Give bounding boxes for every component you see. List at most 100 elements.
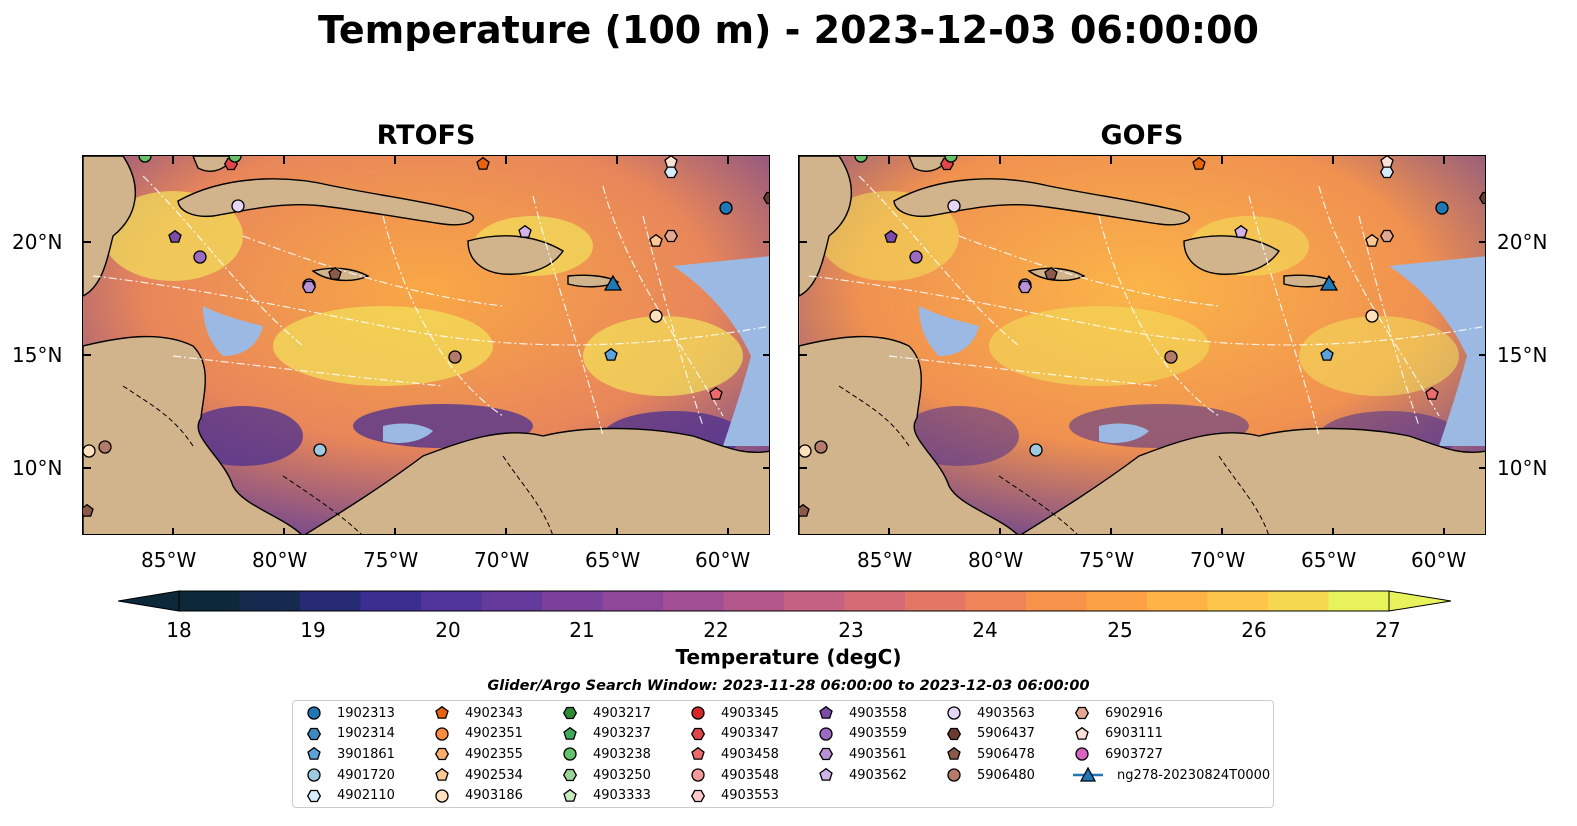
- colorbar-segment: [1086, 591, 1148, 611]
- legend-item: 4903548: [687, 765, 779, 785]
- eez-boundary: [242, 235, 504, 307]
- colorbar-outline: [178, 590, 1390, 612]
- legend-label: 5906480: [977, 767, 1035, 783]
- legend-marker-icon: [563, 726, 577, 740]
- figure-title: Temperature (100 m) - 2023-12-03 06:00:0…: [317, 8, 1259, 52]
- lat-label-10n-right: 10°N: [1497, 456, 1548, 480]
- float-marker-1902313: [719, 201, 733, 215]
- legend-label: 1902313: [337, 705, 395, 721]
- legend-label: 3901861: [337, 746, 395, 762]
- legend-marker-icon: [819, 727, 833, 741]
- legend-label: 4903548: [721, 767, 779, 783]
- colorbar-tick-27: 27: [1375, 618, 1401, 642]
- colorbar-tick-24: 24: [972, 618, 998, 642]
- land-mass: [799, 156, 853, 297]
- lon-label-75w-right: 75°W: [1079, 548, 1135, 572]
- country-border: [1218, 455, 1269, 534]
- float-marker-4903559: [193, 250, 207, 264]
- float-marker-4903186: [83, 444, 96, 458]
- eez-boundary: [858, 175, 1020, 347]
- float-marker-4903458: [1425, 386, 1439, 400]
- colorbar-segment: [1328, 591, 1390, 611]
- legend-marker-icon: [690, 789, 706, 802]
- colorbar-segment: [1026, 591, 1088, 611]
- colorbar-segment: [965, 591, 1027, 611]
- float-marker-4902110: [1379, 165, 1395, 179]
- float-marker-ng278-20230824T0000: [1319, 274, 1339, 291]
- warm-patch: [583, 316, 743, 396]
- legend-marker-icon: [691, 706, 705, 720]
- legend-item: 4903563: [943, 703, 1035, 723]
- legend-item: 4903558: [815, 703, 907, 723]
- legend-label: 4903347: [721, 726, 779, 742]
- lon-label-70w-left: 70°W: [474, 548, 530, 572]
- cool-patch: [183, 406, 303, 466]
- land-mass: [567, 274, 620, 288]
- legend-marker-icon: [563, 747, 577, 762]
- float-marker-4902110: [663, 165, 679, 179]
- legend-label: 4901720: [337, 767, 395, 783]
- float-marker-6903111: [1380, 156, 1394, 168]
- cool-patch: [899, 406, 1019, 466]
- legend-marker-icon: [690, 727, 706, 740]
- legend-label: 4903217: [593, 705, 651, 721]
- float-marker-4903238: [228, 156, 242, 163]
- eez-boundary: [888, 355, 1160, 387]
- legend-marker-icon: [434, 748, 450, 761]
- float-marker-1902313: [1435, 201, 1449, 215]
- legend-label: 4902534: [465, 767, 523, 783]
- colorbar-tick-25: 25: [1107, 618, 1133, 642]
- lon-label-85w-right: 85°W: [857, 548, 913, 572]
- legend-item: 4903238: [559, 744, 651, 764]
- float-marker-3901861: [1320, 347, 1334, 361]
- colorbar-label: Temperature (degC): [675, 645, 902, 669]
- warm-patch: [989, 306, 1209, 386]
- float-marker-4902534: [649, 233, 663, 247]
- float-marker-4902343: [1192, 156, 1206, 170]
- legend-label: 4902343: [465, 705, 523, 721]
- legend-marker-icon: [691, 768, 705, 782]
- legend-marker-icon: [819, 705, 833, 719]
- legend-item: 4903186: [431, 786, 523, 806]
- legend-item: 4903237: [559, 724, 651, 744]
- legend-item: 1902313: [303, 703, 395, 723]
- colorbar-segment: [481, 591, 543, 611]
- float-marker-4901720: [1029, 443, 1043, 457]
- legend-item: 4903458: [687, 744, 779, 764]
- legend-marker-icon: [947, 768, 961, 782]
- colorbar-segment: [844, 591, 906, 611]
- legend-label: 6903727: [1105, 746, 1163, 762]
- legend-label: 4903345: [721, 705, 779, 721]
- shallow-water: [1389, 256, 1485, 446]
- colorbar-segment: [300, 591, 362, 611]
- shallow-water: [919, 306, 979, 356]
- legend-item: 3901861: [303, 744, 395, 764]
- legend-item: 4903553: [687, 786, 779, 806]
- legend-item: 5906480: [943, 765, 1035, 785]
- lon-label-80w-left: 80°W: [252, 548, 308, 572]
- legend-label: 5906437: [977, 726, 1035, 742]
- panel-title-rtofs: RTOFS: [376, 120, 476, 151]
- legend-marker-icon: [435, 727, 449, 741]
- country-border: [998, 475, 1078, 534]
- lon-label-65w-left: 65°W: [585, 548, 641, 572]
- legend-label: 4903238: [593, 746, 651, 762]
- colorbar-segment: [663, 591, 725, 611]
- float-marker-ng278-20230824T0000: [603, 274, 623, 291]
- float-marker-4903563: [231, 199, 245, 213]
- legend-item: 4903562: [815, 765, 907, 785]
- legend-item: 4902343: [431, 703, 523, 723]
- legend-item: 1902314: [303, 724, 395, 744]
- float-marker-5906478: [799, 503, 810, 517]
- float-marker-4903563: [947, 199, 961, 213]
- lat-label-20n-left: 20°N: [12, 230, 63, 254]
- land-mass: [83, 335, 302, 534]
- legend-item: 4903347: [687, 724, 779, 744]
- float-marker-6902916: [1379, 229, 1395, 243]
- legend: 1902313 1902314 3901861 4901720 4902110 49023…: [292, 700, 1274, 808]
- shallow-water: [203, 306, 263, 356]
- legend-item: 4902355: [431, 744, 523, 764]
- legend-label: 4902351: [465, 726, 523, 742]
- legend-marker-icon: [306, 789, 322, 802]
- legend-item: 4903250: [559, 765, 651, 785]
